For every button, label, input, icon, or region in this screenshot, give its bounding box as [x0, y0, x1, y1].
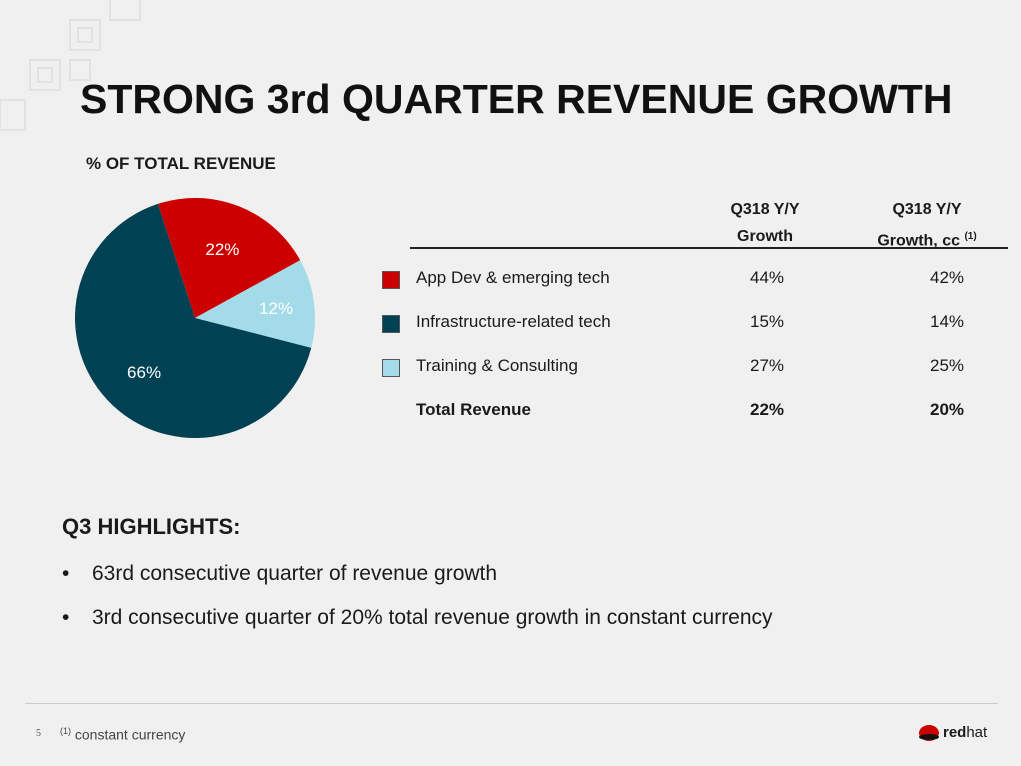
redhat-logo: red hat	[918, 722, 987, 742]
table-row: Training & Consulting 27% 25%	[382, 356, 1002, 386]
legend-swatch	[382, 315, 400, 333]
table-row: Infrastructure-related tech 15% 14%	[382, 312, 1002, 342]
page-number: 5	[36, 728, 41, 739]
pie-chart: 22% 12% 66%	[74, 198, 315, 438]
pie-slice	[74, 203, 312, 438]
row-label: Infrastructure-related tech	[416, 312, 611, 331]
highlight-bullet: • 3rd consecutive quarter of 20% total re…	[62, 606, 773, 629]
col-header-yy-line2: Growth	[737, 228, 793, 245]
yy-value: 15%	[749, 312, 785, 331]
shadowman-icon	[919, 725, 939, 741]
row-label: Total Revenue	[416, 400, 531, 419]
pie-slice	[195, 260, 315, 348]
pie-title: % OF TOTAL REVENUE	[86, 154, 276, 173]
cc-value: 20%	[929, 400, 965, 419]
legend-swatch	[382, 271, 400, 289]
highlight-bullet: • 63rd consecutive quarter of revenue gro…	[62, 562, 498, 585]
cc-value: 25%	[929, 356, 965, 375]
col-header-cc-line1: Q318 Y/Y	[892, 201, 962, 218]
cc-value: 42%	[929, 268, 965, 287]
footnote-mark: (1)	[60, 726, 71, 736]
footer-rule	[25, 703, 998, 704]
slide-title: STRONG 3rd QUARTER REVENUE GROWTH	[80, 76, 953, 122]
pie-data-label: 66%	[127, 363, 161, 382]
footnote: (1) constant currency	[60, 726, 185, 743]
table-row: App Dev & emerging tech 44% 42%	[382, 268, 1002, 298]
footnote-text: constant currency	[74, 726, 186, 743]
table-row-total: Total Revenue 22% 20%	[382, 400, 1002, 430]
header-rule	[410, 247, 1008, 249]
col-header-cc-line2: Growth, cc	[877, 232, 960, 250]
pie-data-label: 12%	[259, 299, 293, 318]
footnote-ref: (1)	[964, 231, 977, 242]
bullet-text: 63rd consecutive quarter of revenue grow…	[92, 562, 498, 585]
pie-data-label: 22%	[205, 240, 239, 259]
yy-value: 22%	[749, 400, 785, 419]
yy-value: 27%	[749, 356, 785, 375]
row-label: Training & Consulting	[416, 356, 578, 375]
background-pattern	[0, 0, 141, 131]
yy-value: 44%	[749, 268, 785, 287]
col-header-cc: Q318 Y/Y Growth, cc (1)	[862, 196, 992, 254]
highlights-heading: Q3 HIGHLIGHTS:	[62, 514, 241, 539]
legend-swatch	[382, 359, 400, 377]
col-header-yy-line1: Q318 Y/Y	[730, 201, 800, 218]
row-label: App Dev & emerging tech	[416, 268, 610, 287]
pie-slice	[157, 198, 301, 318]
bullet-text: 3rd consecutive quarter of 20% total rev…	[92, 606, 773, 629]
cc-value: 14%	[929, 312, 965, 331]
col-header-yy: Q318 Y/Y Growth	[710, 196, 820, 250]
